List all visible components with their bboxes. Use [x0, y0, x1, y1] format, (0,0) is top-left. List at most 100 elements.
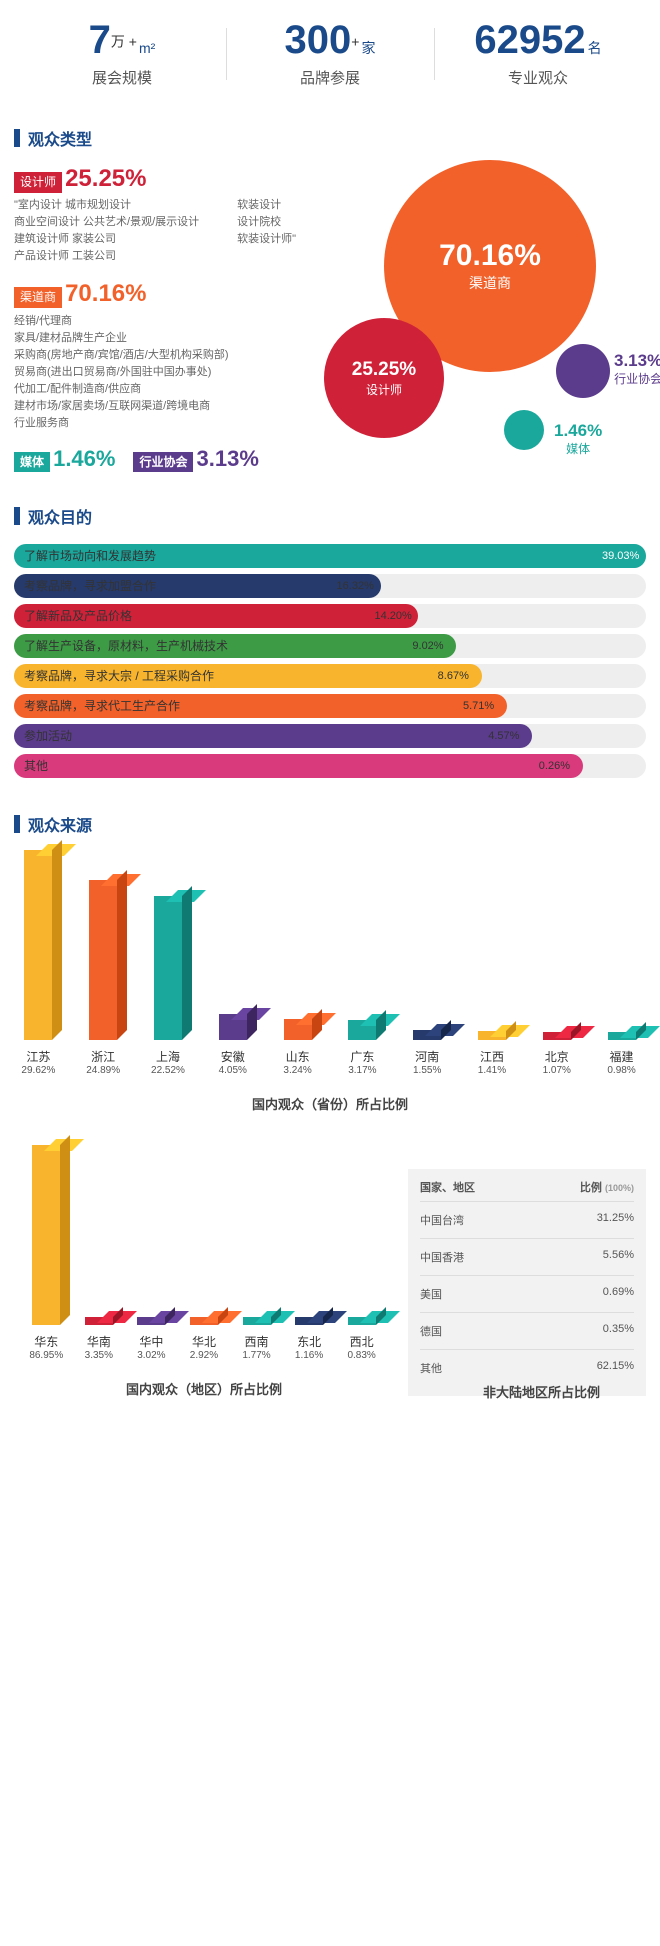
bar-label: 华北	[192, 1333, 216, 1350]
bar-item: 华东 86.95%	[20, 1145, 72, 1361]
bar-label: 山东	[286, 1048, 310, 1065]
bar-value: 3.35%	[85, 1350, 113, 1361]
bar-label: 华中	[139, 1333, 163, 1350]
bar-label: 广东	[350, 1048, 374, 1065]
purpose-row: 了解新品及产品价格 14.20%	[14, 604, 646, 628]
bubble-assoc	[556, 344, 610, 398]
bar-item: 西北 0.83%	[336, 1317, 388, 1361]
bar-label: 浙江	[91, 1048, 115, 1065]
table-header: 国家、地区比例 (100%)	[420, 1179, 634, 1201]
purpose-row: 了解生产设备，原材料，生产机械技术 9.02%	[14, 634, 646, 658]
stat-item: 7万 +m² 展会规模	[18, 20, 226, 88]
bar-item: 江苏 29.62%	[12, 850, 64, 1076]
table-row: 其他62.15%	[420, 1349, 634, 1386]
section-title-audience-type: 观众类型	[0, 112, 660, 160]
purpose-chart: 了解市场动向和发展趋势 39.03% 考察品牌，寻求加盟合作 16.32% 了解…	[0, 538, 660, 798]
media-tag: 媒体	[14, 452, 50, 473]
purpose-row: 参加活动 4.57%	[14, 724, 646, 748]
stat-item: 300+家 品牌参展	[226, 20, 434, 88]
bar-label: 河南	[415, 1048, 439, 1065]
table-row: 中国香港5.56%	[420, 1238, 634, 1275]
media-pct: 1.46%	[53, 446, 115, 471]
bar-label: 福建	[610, 1048, 634, 1065]
bar-value: 0.98%	[607, 1065, 635, 1076]
stat-label: 展会规模	[18, 67, 226, 88]
bar-item: 河南 1.55%	[401, 1030, 453, 1076]
channel-pct: 70.16%	[65, 280, 146, 307]
purpose-label: 考察品牌，寻求加盟合作	[24, 574, 156, 598]
bar-value: 3.24%	[283, 1065, 311, 1076]
bar-label: 华南	[87, 1333, 111, 1350]
stat-label: 品牌参展	[226, 67, 434, 88]
purpose-value: 39.03%	[602, 544, 639, 568]
purpose-label: 了解生产设备，原材料，生产机械技术	[24, 634, 228, 658]
bar-item: 西南 1.77%	[231, 1317, 283, 1361]
bar-value: 22.52%	[151, 1065, 185, 1076]
purpose-row: 考察品牌，寻求大宗 / 工程采购合作 8.67%	[14, 664, 646, 688]
bar-value: 29.62%	[21, 1065, 55, 1076]
bar-item: 广东 3.17%	[336, 1020, 388, 1076]
audience-type-block: 设计师 25.25% "室内设计 城市规划设计商业空间设计 公共艺术/景观/展示…	[0, 160, 660, 490]
province-chart-title: 国内观众（省份）所占比例	[0, 1094, 660, 1113]
bar-value: 1.16%	[295, 1350, 323, 1361]
stat-number: 7	[89, 18, 111, 62]
bar-item: 华中 3.02%	[125, 1317, 177, 1361]
purpose-value: 5.71%	[463, 694, 494, 718]
assoc-pct: 3.13%	[197, 446, 259, 471]
bubble-media-label: 1.46%媒体	[554, 420, 602, 458]
bar-item: 福建 0.98%	[596, 1032, 648, 1076]
assoc-tag: 行业协会	[133, 452, 193, 473]
bar-value: 0.83%	[347, 1350, 375, 1361]
stat-label: 专业观众	[434, 67, 642, 88]
bar-item: 江西 1.41%	[466, 1031, 518, 1076]
bar-value: 86.95%	[29, 1350, 63, 1361]
bar-value: 24.89%	[86, 1065, 120, 1076]
designer-tag: 设计师	[14, 172, 62, 193]
purpose-value: 8.67%	[438, 664, 469, 688]
region-bar-chart: 华东 86.95% 华南 3.35% 华中 3.02% 华北 2.92%	[14, 1141, 394, 1361]
section-title-origin: 观众来源	[0, 798, 660, 846]
purpose-label: 了解市场动向和发展趋势	[24, 544, 156, 568]
bubble-media	[504, 410, 544, 450]
bar-item: 华南 3.35%	[73, 1317, 125, 1361]
section-title-purpose: 观众目的	[0, 490, 660, 538]
bar-value: 1.77%	[242, 1350, 270, 1361]
table-row: 中国台湾31.25%	[420, 1201, 634, 1238]
channel-tag: 渠道商	[14, 287, 62, 308]
bubble-chart: 70.16%渠道商 25.25%设计师 3.13%行业协会 1.46%媒体	[324, 160, 644, 480]
bar-value: 1.55%	[413, 1065, 441, 1076]
stat-number: 62952	[474, 18, 585, 62]
region-chart-title: 国内观众（地区）所占比例	[14, 1379, 394, 1398]
bar-item: 上海 22.52%	[142, 896, 194, 1076]
bar-value: 3.02%	[137, 1350, 165, 1361]
table-row: 美国0.69%	[420, 1275, 634, 1312]
bubble-designer: 25.25%设计师	[324, 318, 444, 438]
purpose-value: 9.02%	[412, 634, 443, 658]
purpose-value: 0.26%	[539, 754, 570, 778]
bubble-assoc-label: 3.13%行业协会	[614, 350, 660, 388]
bar-value: 2.92%	[190, 1350, 218, 1361]
bar-item: 东北 1.16%	[283, 1317, 335, 1361]
bar-label: 华东	[34, 1333, 58, 1350]
purpose-label: 考察品牌，寻求代工生产合作	[24, 694, 180, 718]
bar-label: 江苏	[26, 1048, 50, 1065]
province-bar-chart: 江苏 29.62% 浙江 24.89% 上海 22.52% 安徽 4.05%	[0, 846, 660, 1076]
purpose-label: 参加活动	[24, 724, 72, 748]
bar-value: 4.05%	[219, 1065, 247, 1076]
bar-value: 1.41%	[478, 1065, 506, 1076]
purpose-label: 考察品牌，寻求大宗 / 工程采购合作	[24, 664, 214, 688]
overseas-table: 国家、地区比例 (100%) 中国台湾31.25%中国香港5.56%美国0.69…	[408, 1169, 646, 1396]
top-stats: 7万 +m² 展会规模 300+家 品牌参展 62952名 专业观众	[0, 0, 660, 112]
bar-item: 浙江 24.89%	[77, 880, 129, 1076]
purpose-label: 了解新品及产品价格	[24, 604, 132, 628]
bar-item: 安徽 4.05%	[207, 1014, 259, 1076]
purpose-row: 考察品牌，寻求代工生产合作 5.71%	[14, 694, 646, 718]
bar-item: 华北 2.92%	[178, 1317, 230, 1361]
bar-label: 江西	[480, 1048, 504, 1065]
bar-label: 北京	[545, 1048, 569, 1065]
purpose-value: 14.20%	[374, 604, 411, 628]
designer-pct: 25.25%	[65, 165, 146, 192]
purpose-row: 了解市场动向和发展趋势 39.03%	[14, 544, 646, 568]
bar-item: 山东 3.24%	[272, 1019, 324, 1076]
table-row: 德国0.35%	[420, 1312, 634, 1349]
